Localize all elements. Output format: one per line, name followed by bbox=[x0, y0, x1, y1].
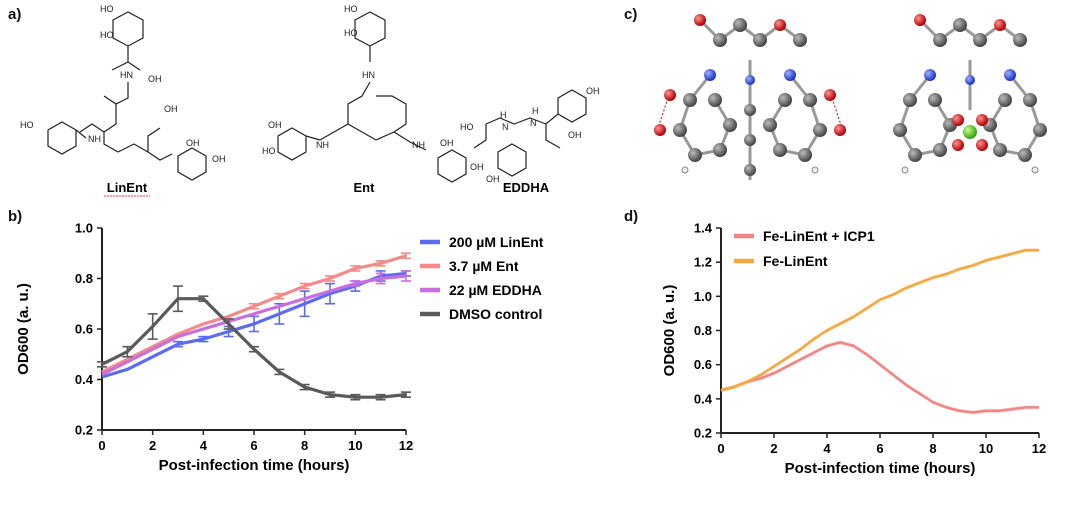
svg-text:HO: HO bbox=[344, 28, 358, 38]
chart-d-y-tick-label: 0.6 bbox=[694, 357, 712, 372]
chart-d-legend-label: Fe-LinEnt bbox=[763, 253, 828, 269]
chart-b-x-tick-label: 6 bbox=[250, 438, 257, 453]
chart-d-line bbox=[720, 248, 1039, 392]
chart-d-y-tick-label: 1.2 bbox=[694, 255, 712, 270]
svg-text:OH: OH bbox=[148, 74, 162, 84]
chart-b-axes: 0 2 4 6 8 10 12 0.2 0.4 0.6 0.8 1.0 bbox=[75, 221, 413, 454]
chart-d-x-tick-label: 0 bbox=[717, 441, 724, 456]
chemical-structures: HO HO HN OH HO NH OH OH OH HO HO HN OH H… bbox=[20, 4, 600, 197]
svg-text:HO: HO bbox=[344, 4, 358, 14]
chart-d-x-tick-label: 6 bbox=[876, 441, 883, 456]
svg-text:HN: HN bbox=[362, 70, 375, 80]
chart-b-y-tick-label: 1.0 bbox=[75, 221, 93, 236]
eddha-structure bbox=[473, 89, 587, 177]
chart-b: 0 2 4 6 8 10 12 0.2 0.4 0.6 0.8 1.0 Post-infection t… bbox=[15, 221, 544, 475]
panel-label-b: b) bbox=[8, 208, 23, 225]
chart-b-y-tick-label: 0.8 bbox=[75, 271, 93, 286]
chart-b-legend-label: DMSO control bbox=[449, 306, 542, 322]
svg-text:OH: OH bbox=[470, 162, 484, 172]
chart-b-x-axis-title: Post-infection time (hours) bbox=[159, 457, 350, 474]
ent-structure bbox=[277, 11, 467, 183]
ball-and-stick-models bbox=[654, 14, 1047, 180]
chart-b-series-1 bbox=[101, 252, 411, 374]
svg-text:N: N bbox=[530, 118, 537, 128]
chart-d-x-tick-label: 12 bbox=[1032, 441, 1046, 456]
chart-b-series-0 bbox=[101, 270, 411, 379]
svg-text:OH: OH bbox=[486, 174, 500, 184]
chart-d-y-tick-label: 0.2 bbox=[694, 426, 712, 441]
panel-label-d: d) bbox=[624, 208, 639, 225]
svg-text:HO: HO bbox=[460, 122, 474, 132]
chart-b-x-tick-label: 10 bbox=[348, 438, 362, 453]
chart-d-line bbox=[720, 341, 1039, 414]
chart-b-x-tick-label: 0 bbox=[98, 438, 105, 453]
chart-b-x-tick-label: 12 bbox=[399, 438, 413, 453]
panel-label-c: c) bbox=[624, 6, 638, 23]
chart-b-y-axis-title: OD600 (a. u.) bbox=[15, 283, 32, 375]
chart-d-y-tick-label: 0.4 bbox=[694, 391, 713, 406]
svg-text:HO: HO bbox=[262, 146, 276, 156]
chart-b-legend-label: 22 µM EDDHA bbox=[449, 282, 542, 298]
svg-text:OH: OH bbox=[186, 138, 200, 148]
svg-text:NH: NH bbox=[412, 140, 425, 150]
chart-d-band bbox=[721, 340, 1039, 415]
svg-text:H: H bbox=[500, 110, 507, 120]
chart-b-line bbox=[101, 271, 407, 379]
chart-d-x-axis-title: Post-infection time (hours) bbox=[785, 460, 976, 477]
chart-b-legend-label: 200 µM LinEnt bbox=[449, 234, 544, 250]
chart-d-x-tick-label: 10 bbox=[979, 441, 993, 456]
chart-b-x-tick-label: 2 bbox=[149, 438, 156, 453]
svg-text:HO: HO bbox=[100, 4, 114, 14]
chart-b-y-tick-label: 0.6 bbox=[75, 322, 93, 337]
chart-d-y-tick-label: 1.0 bbox=[694, 289, 712, 304]
svg-text:N: N bbox=[502, 122, 509, 132]
chart-b-series-3 bbox=[97, 285, 411, 401]
molecule-model-linent bbox=[654, 14, 846, 180]
chart-b-series-2 bbox=[101, 270, 411, 376]
chart-d-y-axis-title: OD600 (a. u.) bbox=[661, 285, 678, 377]
chart-b-y-tick-label: 0.4 bbox=[75, 372, 94, 387]
molecule-name-ent: Ent bbox=[354, 180, 376, 195]
chart-d: 0 2 4 6 8 10 12 0.2 0.4 0.6 0.8 1.0 1.2 1.4 Post-infec… bbox=[661, 221, 1046, 478]
molecule-name-eddha: EDDHA bbox=[503, 180, 550, 195]
molecule-name-linent: LinEnt bbox=[107, 180, 148, 195]
svg-text:NH: NH bbox=[88, 134, 101, 144]
panel-label-a: a) bbox=[8, 6, 22, 23]
svg-text:HO: HO bbox=[100, 30, 114, 40]
svg-text:OH: OH bbox=[440, 138, 454, 148]
svg-text:OH: OH bbox=[212, 154, 226, 164]
chart-d-series-1 bbox=[720, 248, 1040, 393]
svg-text:OH: OH bbox=[568, 130, 582, 140]
chart-d-x-tick-label: 2 bbox=[770, 441, 777, 456]
chart-b-legend-label: 3.7 µM Ent bbox=[449, 258, 519, 274]
svg-text:HN: HN bbox=[120, 70, 133, 80]
svg-text:HO: HO bbox=[20, 120, 34, 130]
svg-text:OH: OH bbox=[268, 120, 282, 130]
svg-text:OH: OH bbox=[164, 104, 178, 114]
molecule-model-fe-linent bbox=[893, 14, 1047, 174]
chart-b-y-tick-label: 0.2 bbox=[75, 423, 93, 438]
chart-d-x-tick-label: 8 bbox=[929, 441, 936, 456]
linent-structure bbox=[47, 11, 207, 181]
chart-d-y-tick-label: 1.4 bbox=[694, 221, 713, 236]
svg-text:H: H bbox=[532, 106, 539, 116]
chart-d-axes: 0 2 4 6 8 10 12 0.2 0.4 0.6 0.8 1.0 1.2 1.4 bbox=[694, 221, 1046, 457]
svg-text:OH: OH bbox=[586, 86, 600, 96]
chart-b-x-tick-label: 4 bbox=[200, 438, 208, 453]
svg-text:NH: NH bbox=[316, 140, 329, 150]
chart-d-legend-label: Fe-LinEnt + ICP1 bbox=[763, 228, 875, 244]
chart-d-x-tick-label: 4 bbox=[823, 441, 831, 456]
chart-d-series-0 bbox=[720, 340, 1040, 415]
chart-d-y-tick-label: 0.8 bbox=[694, 323, 712, 338]
chart-b-x-tick-label: 8 bbox=[301, 438, 308, 453]
